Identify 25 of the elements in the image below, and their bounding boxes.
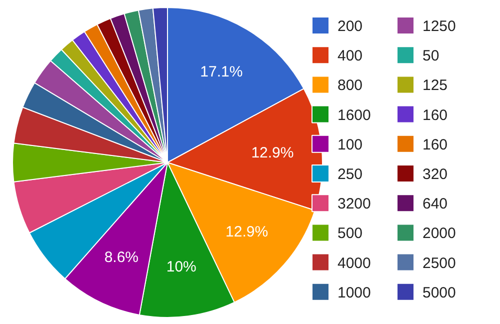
legend-label: 5000	[422, 284, 456, 302]
legend-label: 1000	[338, 284, 371, 302]
legend-label: 125	[422, 77, 448, 94]
legend-label: 1250	[422, 18, 456, 35]
legend-label: 400	[338, 48, 363, 65]
legend-label: 3200	[338, 196, 371, 213]
legend-label: 1600	[338, 106, 371, 124]
legend-label: 250	[338, 166, 363, 183]
legend-label: 640	[422, 196, 448, 213]
data-label: 8.6%	[104, 248, 139, 266]
data-label: 12.9%	[226, 223, 268, 240]
legend-label: 2000	[422, 225, 456, 242]
legend-label: 160	[422, 106, 448, 124]
legend-label: 2500	[422, 254, 456, 272]
data-label: 17.1%	[200, 63, 243, 80]
legend-label: 200	[338, 18, 363, 35]
legend-label: 50	[422, 48, 440, 65]
data-label: 12.9%	[251, 144, 294, 162]
legend-label: 800	[338, 77, 363, 94]
legend-label: 500	[338, 225, 363, 242]
legend-label: 320	[422, 166, 448, 183]
legend-label: 4000	[338, 254, 371, 272]
data-label: 10%	[166, 258, 196, 276]
legend-label: 100	[338, 136, 363, 154]
legend-label: 160	[422, 136, 448, 154]
